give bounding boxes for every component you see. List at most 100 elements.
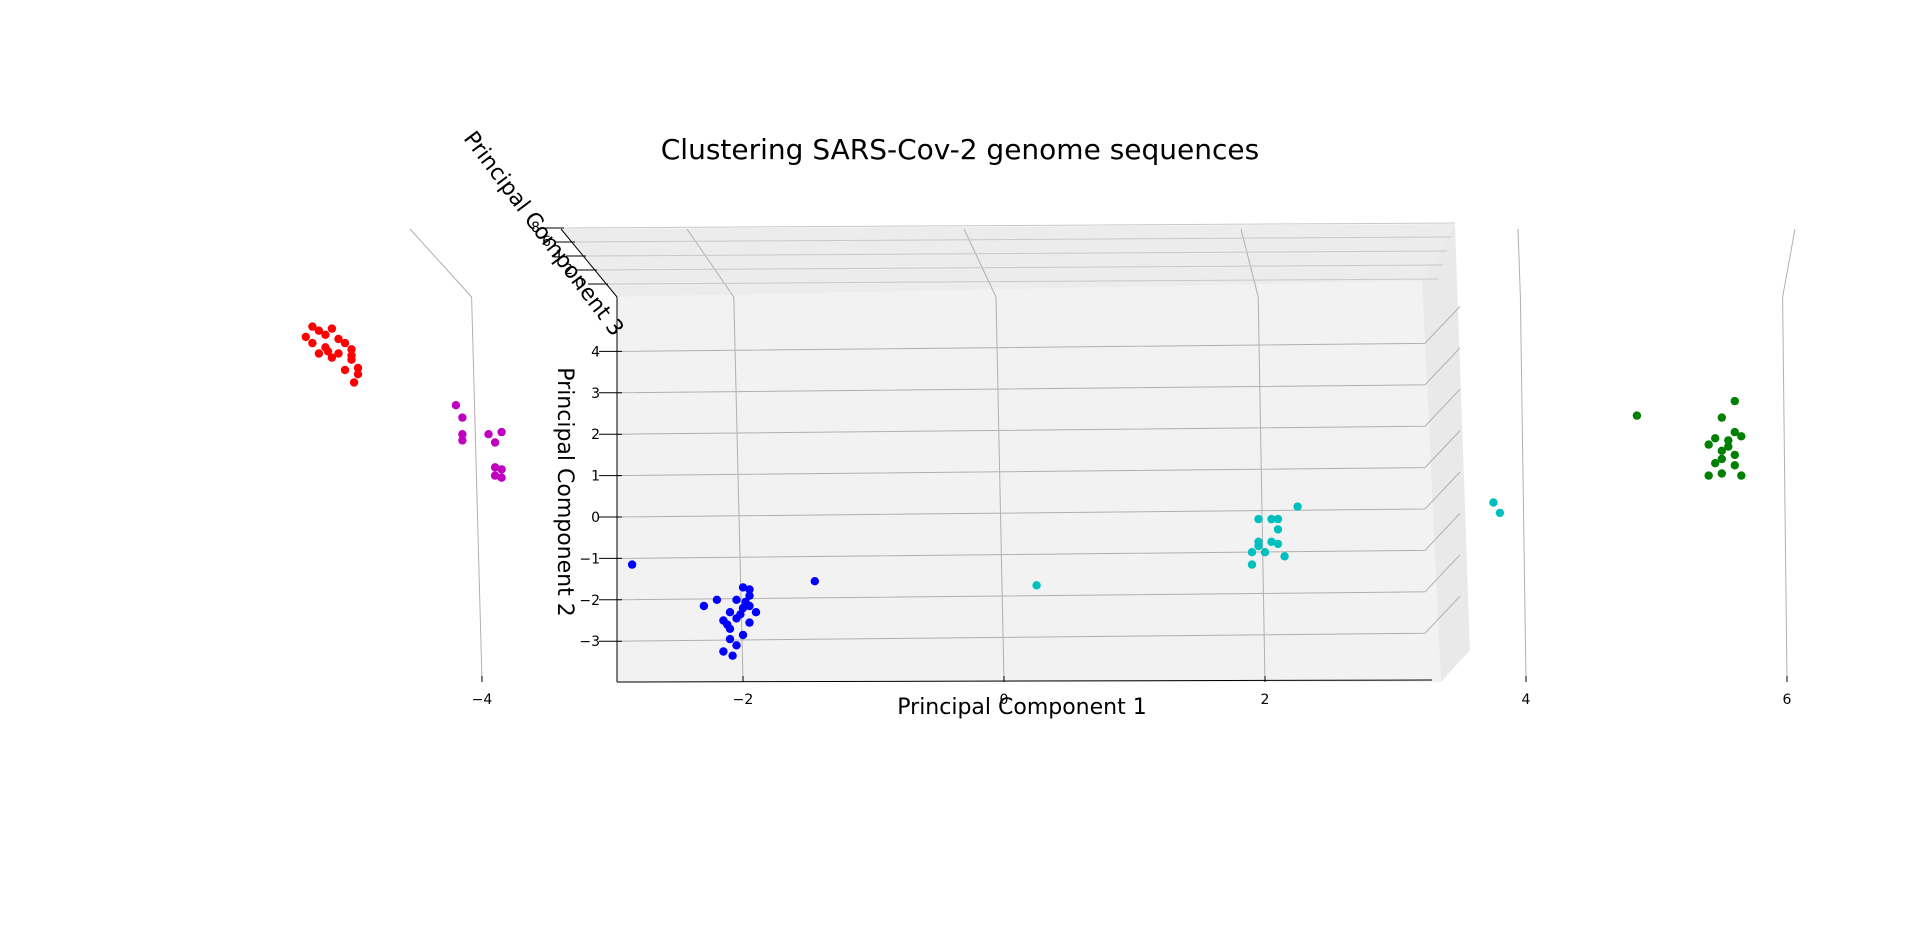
data-point (490, 463, 500, 472)
data-point (745, 585, 754, 594)
data-point (458, 436, 467, 445)
data-point (327, 353, 337, 362)
data-point (1717, 469, 1727, 478)
y-tick-label: −1 (579, 551, 600, 567)
y-grid-line (616, 388, 1461, 435)
data-point (1267, 514, 1276, 524)
y-grid-line (616, 347, 1461, 394)
right-pane (1422, 224, 1470, 682)
x-tick-label: −4 (472, 692, 493, 708)
data-point (1293, 502, 1302, 511)
data-point (340, 338, 350, 348)
data-point (1730, 450, 1740, 460)
data-point (738, 630, 748, 640)
y-grid-line (616, 554, 1461, 601)
z-axis-line (560, 228, 618, 298)
y-grid-line (616, 306, 1461, 352)
z-tick-label: 6 (542, 234, 551, 250)
data-point (340, 365, 350, 375)
y-tick-label: −2 (579, 593, 600, 609)
y-tick-label: 4 (591, 344, 600, 360)
data-point (1254, 541, 1263, 551)
x-tick-label: 0 (1000, 692, 1009, 708)
z-tick-label: 8 (531, 220, 540, 236)
data-point (1273, 525, 1283, 534)
data-point (1717, 413, 1727, 422)
z-tick-label: 0 (575, 276, 584, 292)
data-point (347, 345, 356, 354)
data-point (1704, 440, 1713, 449)
data-point (738, 583, 748, 592)
data-point (1737, 432, 1746, 441)
z-grid-line (574, 236, 1452, 243)
data-point (1247, 548, 1257, 557)
data-point (699, 601, 709, 611)
x-tick-label: −2 (733, 692, 754, 708)
data-point (497, 465, 506, 474)
data-point (732, 641, 741, 650)
data-point (1730, 461, 1740, 470)
y-grid-line (616, 430, 1461, 477)
data-point (751, 608, 761, 617)
data-point (327, 324, 337, 333)
y-axis-label: Principal Component 2 (552, 367, 577, 616)
y-tick-label: −3 (579, 634, 600, 650)
x-tick-label: 4 (1522, 692, 1531, 708)
x-grid-line (686, 228, 744, 683)
data-point (334, 334, 343, 344)
x-axis-line (616, 679, 1433, 683)
data-point (301, 332, 310, 342)
data-point (1273, 539, 1283, 549)
y-tick-label: 3 (591, 386, 600, 402)
data-point (1717, 446, 1727, 455)
data-point (732, 595, 741, 604)
data-point (1254, 514, 1263, 524)
data-point (353, 370, 363, 379)
data-point (1704, 471, 1713, 480)
data-point (349, 378, 359, 387)
data-point (725, 608, 735, 617)
data-point (719, 647, 728, 656)
data-point (497, 427, 506, 437)
x-tick-label: 6 (1783, 692, 1792, 708)
data-point (745, 618, 754, 627)
x-tick-label: 2 (1261, 692, 1270, 708)
data-point (451, 401, 461, 410)
x-grid-line (963, 228, 1005, 683)
data-point (1267, 537, 1276, 546)
data-point (353, 363, 363, 373)
data-point (1711, 434, 1720, 443)
data-point (627, 560, 637, 569)
data-point (458, 430, 467, 439)
data-point (1273, 514, 1283, 524)
top-pane (561, 224, 1455, 297)
z-grid-line (596, 264, 1444, 271)
data-point (1032, 581, 1041, 590)
x-grid-line (1517, 228, 1527, 683)
data-point (490, 471, 500, 480)
data-point (490, 438, 500, 447)
data-point (728, 651, 737, 660)
data-point (314, 349, 324, 358)
y-grid-line (616, 471, 1461, 518)
data-point (1495, 508, 1505, 518)
data-point (1730, 396, 1740, 406)
y-grid-line (616, 513, 1461, 559)
y-grid-line (616, 595, 1461, 642)
grid-lines (409, 222, 1796, 683)
chart-title: Clustering SARS-Cov-2 genome sequences (660, 133, 1260, 166)
data-point (810, 577, 819, 586)
data-point (1247, 560, 1257, 569)
data-point (1711, 459, 1720, 468)
data-point (736, 610, 745, 619)
data-point (1730, 427, 1740, 437)
x-axis-label: Principal Component 1 (897, 695, 1146, 720)
data-point (334, 349, 343, 358)
data-point (725, 634, 735, 644)
y-tick-label: 2 (591, 427, 600, 443)
data-point (347, 351, 356, 360)
data-point (1632, 411, 1642, 420)
data-point (458, 413, 467, 422)
